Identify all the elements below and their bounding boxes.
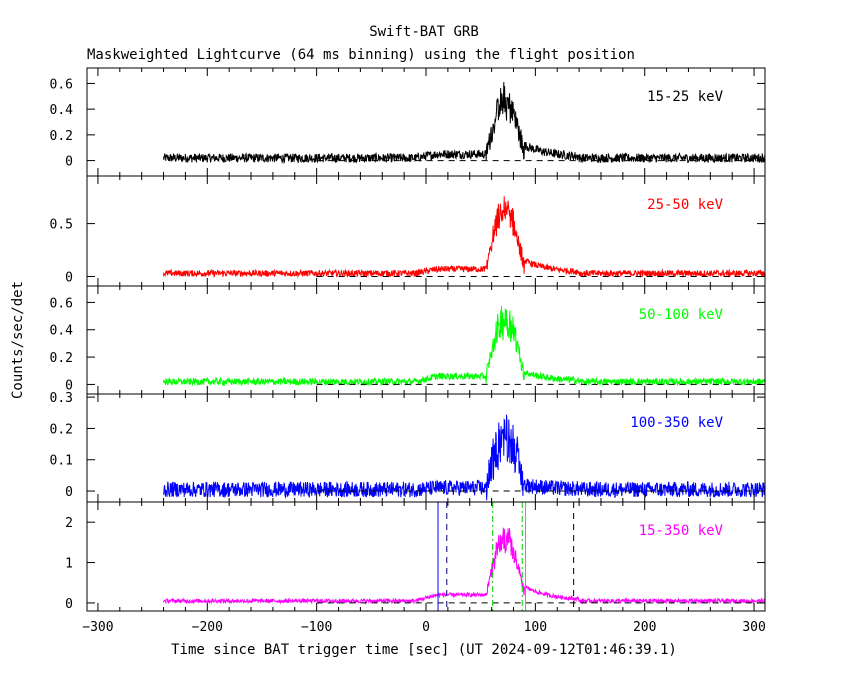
y-tick-label: 0.1 — [50, 454, 73, 469]
band-label: 50-100 keV — [639, 307, 724, 323]
y-tick-label: 0.4 — [50, 324, 74, 339]
y-axis-label: Counts/sec/det — [10, 281, 26, 399]
band-label: 15-350 keV — [639, 523, 724, 539]
y-tick-label: 0.6 — [50, 77, 73, 92]
y-tick-label: 0 — [65, 155, 73, 170]
panel-5: 0 1 2 15-350 keV — [65, 501, 766, 612]
chart-title: Swift-BAT GRB — [369, 24, 479, 40]
y-tick-label: 0.2 — [50, 129, 73, 144]
lightcurve-series — [163, 414, 766, 501]
band-label: 25-50 keV — [647, 197, 723, 213]
y-tick-label: 0.2 — [50, 351, 73, 366]
panel-3: 0 0.2 0.4 0.6 50-100 keV — [50, 285, 766, 395]
x-tick-label: 100 — [524, 620, 547, 635]
y-tick-label: 0 — [65, 597, 73, 612]
band-label: 15-25 keV — [647, 89, 723, 105]
y-tick-label: 0.4 — [50, 103, 74, 118]
y-tick-label: 0 — [65, 378, 73, 393]
x-tick-labels: −300 −200 −100 0 100 200 300 — [82, 620, 766, 635]
band-label: 100-350 keV — [630, 415, 723, 431]
y-tick-label: 0 — [65, 485, 73, 500]
panel-4: 0 0.1 0.2 0.3 100-350 keV — [50, 391, 766, 503]
y-tick-label: 0.5 — [50, 218, 73, 233]
x-tick-label: 0 — [422, 620, 430, 635]
x-tick-label: 200 — [633, 620, 656, 635]
panel-1: 0 0.2 0.4 0.6 15-25 keV — [50, 67, 766, 177]
lightcurve-series — [163, 196, 766, 279]
y-tick-label: 0.3 — [50, 391, 73, 406]
lightcurve-series — [163, 82, 766, 165]
x-tick-label: −100 — [301, 620, 332, 635]
chart-subtitle: Maskweighted Lightcurve (64 ms binning) … — [87, 47, 635, 63]
x-tick-label: 300 — [742, 620, 765, 635]
panel-frame — [86, 501, 766, 612]
y-tick-label: 0 — [65, 270, 73, 285]
lightcurve-series — [163, 305, 766, 387]
y-tick-label: 0.6 — [50, 296, 73, 311]
x-axis-label: Time since BAT trigger time [sec] (UT 20… — [171, 642, 677, 658]
y-tick-label: 2 — [65, 516, 73, 531]
panel-2: 0 0.5 25-50 keV — [50, 175, 766, 287]
lightcurve-series — [163, 527, 766, 605]
x-tick-label: −200 — [192, 620, 223, 635]
y-tick-label: 0.2 — [50, 422, 73, 437]
y-tick-label: 1 — [65, 557, 73, 572]
x-tick-label: −300 — [82, 620, 113, 635]
